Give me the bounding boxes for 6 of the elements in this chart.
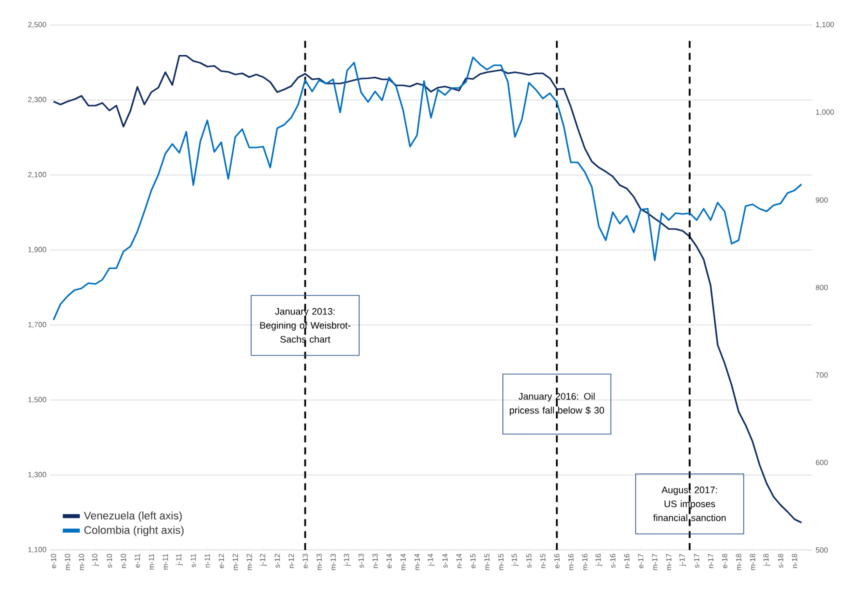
line-series (52, 56, 802, 321)
legend-label: Venezuela (left axis) (84, 511, 182, 522)
legend-label: Colombia (right axis) (84, 526, 184, 536)
ref-line-label: January 2013: Begining of Weisbrot-Sachs chart (260, 308, 350, 343)
ref-line-label: August 2017: US imposes financial sanction (653, 486, 726, 522)
ref-line-label: January 2016: Oil pricess fall below $ 30 (510, 392, 604, 416)
